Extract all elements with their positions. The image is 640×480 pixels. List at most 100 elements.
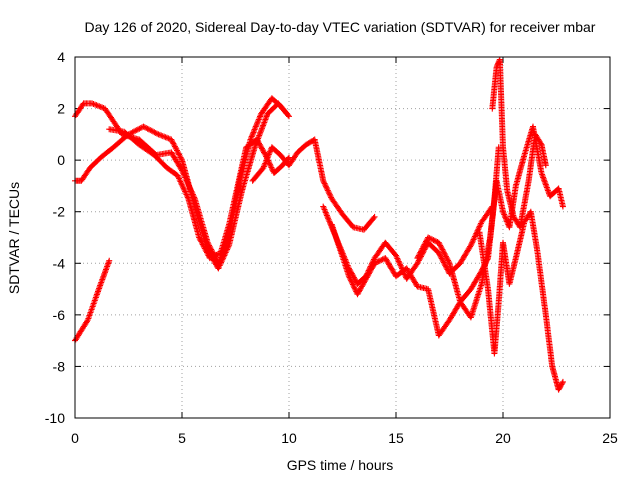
data-point-segment (140, 123, 161, 137)
data-point-segment (382, 239, 398, 258)
data-point-segment (179, 157, 198, 209)
data-point-segment (517, 179, 532, 231)
data-point (286, 154, 292, 161)
data-point-segment (174, 172, 191, 201)
data-point-segment (328, 195, 345, 216)
data-point-segment (354, 277, 369, 298)
data-point-segment (414, 235, 431, 262)
plot-frame (74, 56, 611, 419)
y-tick-label: 2 (57, 101, 65, 117)
series-track-10 (489, 56, 549, 231)
y-tick-label: -4 (53, 255, 66, 271)
data-point (559, 378, 566, 385)
series-track-9 (476, 208, 566, 393)
x-tick-label: 25 (602, 430, 618, 446)
data-point-segment (286, 150, 300, 169)
y-tick-label: -10 (45, 410, 65, 426)
tick-labels: 0 5 10 15 20 25 -10 -8 -6 -4 -2 0 2 4 (45, 49, 618, 446)
chart-title: Day 126 of 2020, Sidereal Day-to-day VTE… (85, 19, 596, 35)
data-point-segment (97, 145, 116, 161)
x-tick-label: 10 (281, 430, 297, 446)
data-point-segment (215, 243, 232, 272)
data-point-segment (527, 208, 540, 252)
data-point-segment (328, 221, 343, 252)
data-point-segment (226, 189, 245, 249)
data-point-segment (425, 286, 442, 337)
data-point-segment (271, 163, 285, 176)
data-point-segment (264, 101, 281, 117)
data-point-segment (217, 223, 232, 256)
data-point-segment (525, 132, 538, 184)
data-point-segment (260, 145, 275, 171)
data-point-segment (489, 65, 500, 112)
data-point-segment (467, 269, 484, 293)
series-track-3 (72, 100, 290, 272)
data-point-segment (249, 166, 266, 184)
data-point-segment (121, 128, 141, 147)
y-tick-label: -8 (53, 358, 66, 374)
data-point-segment (542, 311, 555, 368)
data-point-segment (446, 260, 463, 304)
data-point-segment (435, 250, 452, 276)
data-point-segment (206, 250, 223, 262)
data-point-segment (496, 56, 506, 149)
series-track-8 (414, 123, 566, 321)
data-point-segment (382, 255, 399, 278)
data-point-segment (258, 96, 274, 117)
data-point-segment (491, 300, 502, 357)
y-tick-label: 4 (57, 49, 65, 65)
data-point-segment (500, 144, 511, 193)
y-tick-label: -6 (53, 307, 66, 323)
data-point-segment (168, 149, 185, 173)
data-point-segment (493, 177, 506, 214)
data-point-segment (294, 142, 309, 156)
data-point-segment (247, 112, 264, 143)
data-point-segment (320, 177, 335, 201)
data-point-segment (78, 166, 93, 184)
data-point-segment (275, 100, 289, 116)
data-point (106, 257, 113, 264)
x-tick-label: 20 (495, 430, 511, 446)
data-point-segment (467, 220, 484, 249)
data-point-segment (506, 256, 519, 287)
data-point-segment (339, 211, 356, 229)
data-point-segment (155, 131, 173, 142)
data-point-segment (403, 265, 420, 289)
data-point-segment (87, 155, 103, 171)
data-point-segment (435, 318, 452, 339)
data-point-segment (234, 145, 249, 189)
data-point-segment (538, 170, 553, 198)
data-point-segment (360, 215, 377, 233)
data-point (371, 213, 378, 220)
data-point-segment (97, 259, 112, 287)
data-point-segment (226, 184, 241, 228)
data-point-segment (467, 282, 485, 321)
data-point-segment (538, 141, 549, 167)
series-track-1 (72, 257, 113, 344)
data-point-segment (191, 203, 211, 252)
data-point-segment (84, 282, 104, 323)
data-point (283, 110, 290, 117)
x-axis-label: GPS time / hours (287, 457, 394, 473)
y-tick-label: -2 (53, 204, 66, 220)
data-point-segment (311, 136, 326, 183)
data-point-segment (238, 145, 258, 195)
data-point-segment (185, 195, 202, 239)
data-point-segment (457, 243, 474, 267)
y-tick-label: 0 (57, 152, 65, 168)
data-point-segment (268, 144, 283, 157)
data-point-segment (151, 152, 169, 170)
data-point-segment (168, 136, 185, 162)
data-point-segment (371, 255, 387, 267)
data-point-segment (435, 239, 452, 265)
data-point-segment (425, 234, 441, 245)
data-point (559, 203, 566, 210)
data-point-segment (196, 234, 213, 260)
x-tick-label: 15 (388, 430, 404, 446)
data-point-segment (371, 240, 388, 262)
y-axis-label: SDTVAR / TECUs (6, 182, 22, 294)
data-point-segment (253, 136, 268, 157)
data-point-segment (337, 247, 352, 278)
